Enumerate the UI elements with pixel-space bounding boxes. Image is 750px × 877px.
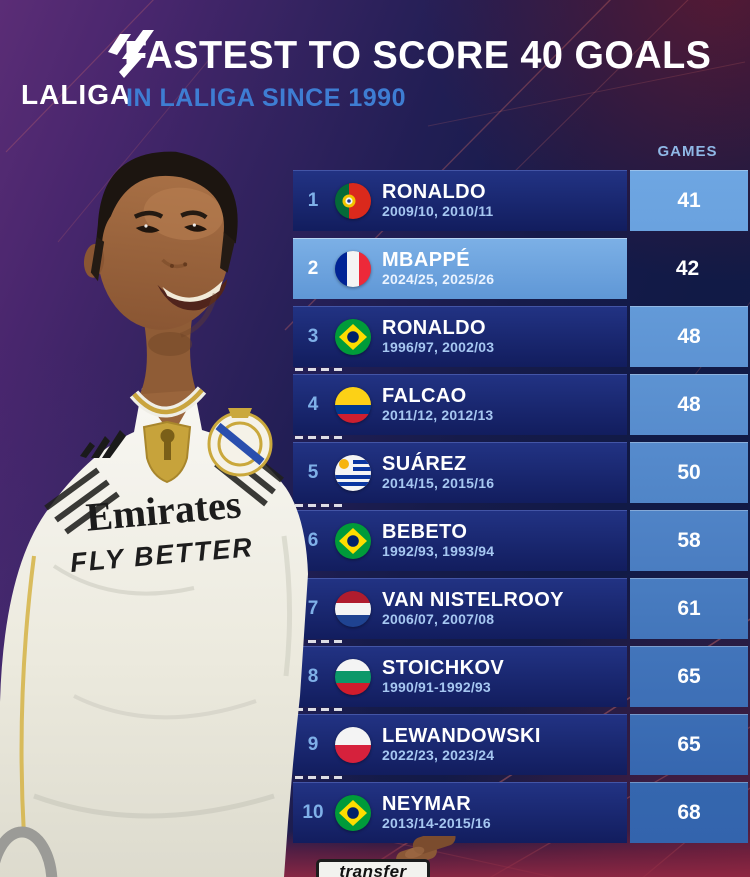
player-name: SUÁREZ [382, 453, 467, 476]
table-row[interactable]: 3 RONALDO 1996/97, 2002/03 48 [293, 306, 748, 367]
flag-colombia-icon [335, 386, 371, 423]
player-info: RONALDO 1996/97, 2002/03 [382, 317, 494, 355]
player-cell: 5 SUÁREZ 2014/15, 2015/16 [293, 442, 627, 503]
table-row[interactable]: 6 BEBETO 1992/93, 1993/94 58 [293, 504, 748, 571]
player-info: STOICHKOV 1990/91-1992/93 [382, 657, 504, 695]
player-name: VAN NISTELROOY [382, 589, 564, 612]
player-cell: 7 VAN NISTELROOY 2006/07, 2007/08 [293, 578, 627, 639]
player-name: NEYMAR [382, 793, 472, 816]
player-seasons: 1992/93, 1993/94 [382, 542, 495, 559]
table-row[interactable]: 4 FALCAO 2011/12, 2012/13 48 [293, 368, 748, 435]
flag-brazil-icon [335, 522, 371, 559]
player-info: FALCAO 2011/12, 2012/13 [382, 385, 493, 423]
games-column-header: GAMES [657, 143, 718, 160]
jersey-sponsor-text: Emirates [84, 481, 243, 539]
games-count: 48 [630, 306, 748, 367]
page-subtitle: IN LALIGA SINCE 1990 [126, 84, 406, 112]
rank-number: 7 [307, 597, 319, 619]
player-seasons: 2011/12, 2012/13 [382, 406, 494, 423]
player-seasons: 2022/23, 2023/24 [382, 746, 495, 763]
player-info: SUÁREZ 2014/15, 2015/16 [382, 453, 494, 491]
rank-number: 5 [307, 461, 319, 483]
player-cell: 4 FALCAO 2011/12, 2012/13 [293, 374, 627, 435]
rank-number: 4 [307, 393, 319, 415]
player-info: RONALDO 2009/10, 2010/11 [382, 181, 493, 219]
player-seasons: 2013/14-2015/16 [382, 814, 491, 831]
ranking-table: 1 RONALDO 2009/10, 2010/11 41 2 MBAPPÉ 2024/25… [293, 170, 748, 850]
player-seasons: 2024/25, 2025/26 [382, 270, 495, 287]
flag-france-icon [335, 250, 371, 287]
games-count: 61 [630, 578, 748, 639]
player-cell: 6 BEBETO 1992/93, 1993/94 [293, 510, 627, 571]
player-cell: 3 RONALDO 1996/97, 2002/03 [293, 306, 627, 367]
games-count: 65 [630, 714, 748, 775]
player-info: LEWANDOWSKI 2022/23, 2023/24 [382, 725, 541, 763]
player-name: LEWANDOWSKI [382, 725, 541, 748]
player-seasons: 2014/15, 2015/16 [382, 474, 495, 491]
player-seasons: 2009/10, 2010/11 [382, 202, 494, 219]
table-row[interactable]: 5 SUÁREZ 2014/15, 2015/16 50 [293, 436, 748, 503]
flag-poland-icon [335, 726, 371, 763]
flag-brazil-icon [335, 794, 371, 831]
player-seasons: 1990/91-1992/93 [382, 678, 491, 695]
watermark-badge: transfer [316, 859, 430, 877]
flag-netherlands-icon [335, 590, 371, 627]
player-info: MBAPPÉ 2024/25, 2025/26 [382, 249, 494, 287]
player-name: RONALDO [382, 181, 486, 204]
table-row[interactable]: 9 LEWANDOWSKI 2022/23, 2023/24 65 [293, 708, 748, 775]
games-count: 48 [630, 374, 748, 435]
watermark-text: transfer [339, 862, 407, 877]
games-count: 68 [630, 782, 748, 843]
player-name: BEBETO [382, 521, 468, 544]
games-count: 58 [630, 510, 748, 571]
player-name: FALCAO [382, 385, 467, 408]
laliga-wordmark: LALIGA [21, 79, 132, 110]
player-cell: 2 MBAPPÉ 2024/25, 2025/26 [293, 238, 627, 299]
table-row[interactable]: 8 STOICHKOV 1990/91-1992/93 65 [293, 640, 748, 707]
rank-number: 3 [307, 325, 319, 347]
flag-bulgaria-icon [335, 658, 371, 695]
jersey-slogan-text: FLY BETTER [69, 532, 255, 578]
rank-number: 6 [307, 529, 319, 551]
table-row[interactable]: 7 VAN NISTELROOY 2006/07, 2007/08 61 [293, 578, 748, 639]
player-cell: 10 NEYMAR 2013/14-2015/16 [293, 782, 627, 843]
flag-uruguay-icon [335, 454, 371, 491]
player-seasons: 2006/07, 2007/08 [382, 610, 495, 627]
player-name: STOICHKOV [382, 657, 505, 680]
table-row[interactable]: 10 NEYMAR 2013/14-2015/16 68 [293, 776, 748, 843]
games-count: 50 [630, 442, 748, 503]
rank-number: 10 [302, 801, 324, 823]
table-row[interactable]: 2 MBAPPÉ 2024/25, 2025/26 42 [293, 238, 748, 299]
rank-number: 8 [307, 665, 319, 687]
table-row[interactable]: 1 RONALDO 2009/10, 2010/11 41 [293, 170, 748, 231]
flag-portugal-icon [335, 182, 371, 219]
player-info: NEYMAR 2013/14-2015/16 [382, 793, 491, 831]
player-cell: 8 STOICHKOV 1990/91-1992/93 [293, 646, 627, 707]
games-count: 65 [630, 646, 748, 707]
games-count: 41 [630, 170, 748, 231]
player-info: BEBETO 1992/93, 1993/94 [382, 521, 494, 559]
player-name: RONALDO [382, 317, 486, 340]
games-count: 42 [675, 256, 700, 280]
player-cell: 9 LEWANDOWSKI 2022/23, 2023/24 [293, 714, 627, 775]
rank-number: 9 [307, 733, 319, 755]
flag-brazil-icon [335, 318, 371, 355]
player-cell: 1 RONALDO 2009/10, 2010/11 [293, 170, 627, 231]
rank-number: 2 [307, 257, 319, 279]
laliga-logo-icon [108, 30, 154, 78]
player-name: MBAPPÉ [382, 249, 470, 272]
player-seasons: 1996/97, 2002/03 [382, 338, 495, 355]
rank-number: 1 [307, 189, 319, 211]
page-title: FASTEST TO SCORE 40 GOALS [124, 34, 712, 77]
player-info: VAN NISTELROOY 2006/07, 2007/08 [382, 589, 564, 627]
